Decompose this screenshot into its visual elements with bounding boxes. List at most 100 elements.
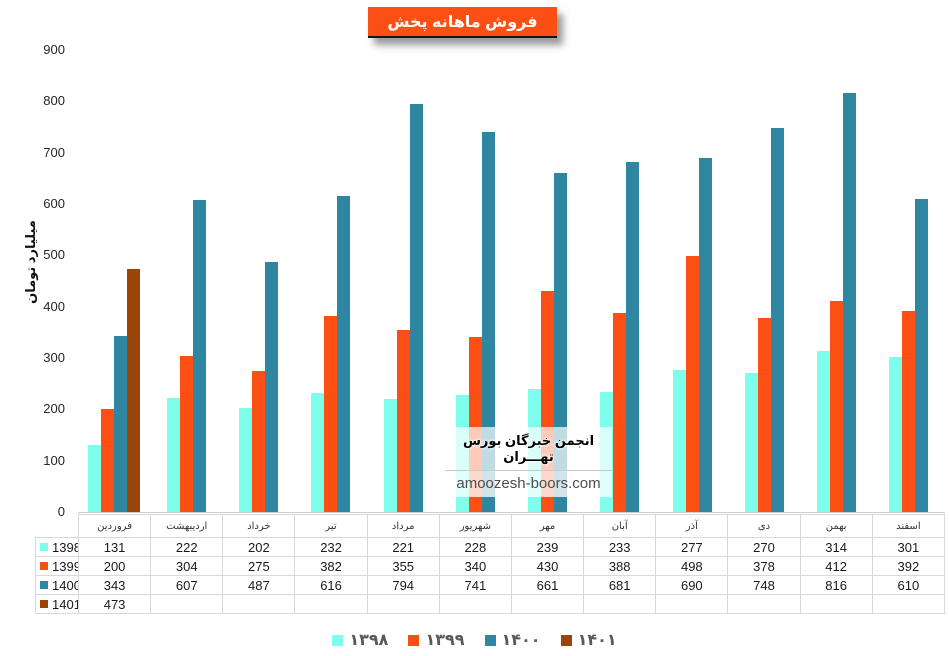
table-cell-value: 340	[438, 556, 512, 576]
bar-1398	[889, 357, 903, 512]
table-cell-value: 304	[150, 556, 224, 576]
year-swatch	[40, 543, 48, 551]
legend-swatch	[408, 634, 420, 646]
y-tick-label: 400	[43, 298, 65, 314]
bar-1398	[817, 351, 831, 512]
bar-1398	[88, 445, 102, 512]
table-cell-value: 473	[77, 594, 152, 614]
table-cell-value: 661	[510, 575, 585, 595]
bar-1398	[166, 398, 180, 512]
table-cell-value: 610	[871, 575, 946, 595]
bar-1399	[757, 318, 771, 512]
bar-1398	[383, 399, 397, 512]
table-cell-value: 378	[727, 556, 801, 576]
watermark-title: انجمن خبرگان بورس تهـــران	[445, 427, 612, 471]
table-row-1401: 1401 473	[35, 594, 946, 614]
category-column-9	[656, 40, 728, 512]
table-cell-value	[366, 594, 440, 614]
table-header-month: تیر	[294, 514, 368, 538]
bar-1400	[843, 93, 857, 512]
y-tick-label: 100	[43, 452, 65, 468]
bar-1399	[830, 301, 844, 512]
table-cell-value: 607	[150, 575, 224, 595]
table-cell-value: 200	[77, 556, 152, 576]
category-column-12	[873, 40, 945, 512]
bar-1400	[770, 128, 784, 512]
table-header-month: فروردین	[77, 514, 152, 538]
category-column-1	[78, 40, 150, 512]
table-cell-value: 270	[727, 537, 801, 557]
category-column-3	[223, 40, 295, 512]
data-table: فروردین اردیبهشت خرداد تیر مرداد شهریور مهر آبا…	[35, 514, 946, 614]
year-label: 1398	[52, 539, 79, 555]
year-label-cell: 1401	[35, 594, 79, 614]
category-column-11	[801, 40, 873, 512]
table-row-1399: 1399 200 304 275 382 355 340 430 388 498 378 412 392	[35, 556, 946, 576]
legend-item-1401: ۱۴۰۱	[560, 630, 617, 650]
bar-1398	[744, 373, 758, 512]
y-tick-label: 900	[43, 42, 65, 57]
bar-1399	[179, 356, 193, 512]
bar-1398	[239, 408, 253, 512]
category-column-4	[295, 40, 367, 512]
table-cell-value: 487	[222, 575, 296, 595]
y-tick-label: 800	[43, 93, 65, 109]
y-tick-label: 500	[43, 247, 65, 263]
table-cell-value: 681	[583, 575, 657, 595]
table-cell-value	[871, 594, 946, 614]
legend-swatch	[484, 634, 496, 646]
bar-1400	[409, 104, 423, 512]
y-tick-label: 700	[43, 144, 65, 160]
year-swatch	[40, 581, 48, 589]
table-cell-value: 741	[438, 575, 512, 595]
table-cell-value	[583, 594, 657, 614]
table-row-1398: 1398 131 222 202 232 221 228 239 233 277 270 314 301	[35, 537, 946, 557]
y-tick-label: 300	[43, 350, 65, 365]
table-cell-value: 275	[222, 556, 296, 576]
table-header-month: مرداد	[366, 514, 440, 538]
table-cell-value: 277	[655, 537, 729, 557]
table-cell-value: 392	[871, 556, 946, 576]
year-swatch	[40, 562, 48, 570]
table-cell-value: 301	[871, 537, 946, 557]
table-cell-value: 382	[294, 556, 368, 576]
legend-label: ۱۳۹۸	[349, 632, 389, 649]
table-cell-value	[150, 594, 224, 614]
bar-1400	[698, 158, 712, 512]
y-tick-label: 200	[43, 401, 65, 417]
table-header-month: آبان	[583, 514, 657, 538]
table-cell-value: 616	[294, 575, 368, 595]
bar-1400	[114, 336, 128, 512]
table-cell-value: 388	[583, 556, 657, 576]
bar-1399	[324, 316, 338, 512]
bar-1401	[127, 269, 141, 512]
year-label: 1400	[52, 577, 79, 593]
legend: ۱۳۹۸ ۱۳۹۹ ۱۴۰۰ ۱۴۰۱	[0, 628, 949, 652]
table-cell-value: 314	[799, 537, 873, 557]
category-column-5	[367, 40, 439, 512]
category-column-2	[150, 40, 222, 512]
table-cell-value	[438, 594, 512, 614]
legend-item-1398: ۱۳۹۸	[332, 630, 388, 650]
watermark: انجمن خبرگان بورس تهـــران amoozesh-boor…	[445, 427, 612, 497]
legend-swatch	[332, 634, 344, 646]
bar-1399	[902, 311, 916, 512]
category-column-10	[728, 40, 800, 512]
bar-1400	[915, 199, 929, 512]
bar-1400	[192, 200, 206, 512]
bar-1400	[626, 162, 640, 512]
year-label: 1401	[52, 596, 79, 612]
legend-item-1400: ۱۴۰۰	[484, 630, 541, 650]
table-cell-value: 343	[77, 575, 152, 595]
table-header-month: بهمن	[799, 514, 873, 538]
legend-item-1399: ۱۳۹۹	[408, 630, 465, 650]
bar-1398	[311, 393, 325, 512]
table-cell-value	[222, 594, 296, 614]
bar-1398	[672, 370, 686, 512]
table-cell-value: 131	[77, 537, 152, 557]
year-label: 1399	[52, 558, 79, 574]
table-corner-blank	[36, 515, 79, 538]
table-header-month: مهر	[510, 514, 585, 538]
bar-1400	[265, 262, 279, 512]
